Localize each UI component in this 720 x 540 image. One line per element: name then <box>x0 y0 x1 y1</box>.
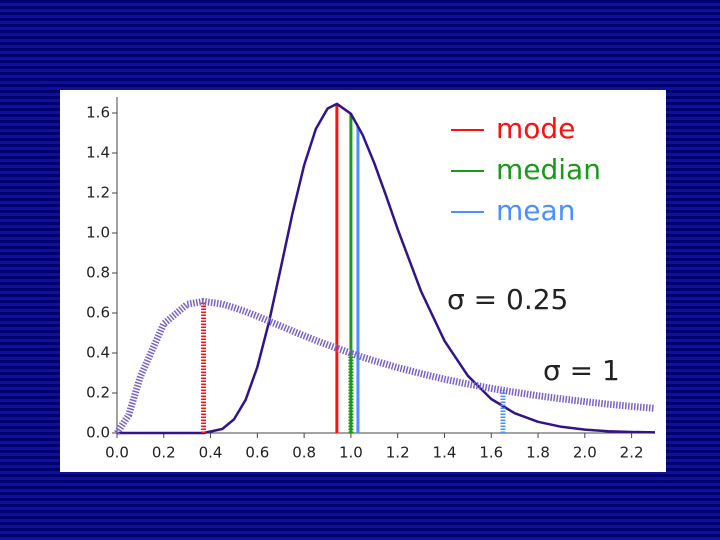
x-tick-label: 0.2 <box>152 444 176 462</box>
x-tick-label: 0.8 <box>292 444 316 462</box>
x-tick-label: 1.8 <box>526 444 550 462</box>
legend-label: mode <box>496 112 575 145</box>
y-tick-label: 0.8 <box>86 264 110 282</box>
x-tick-label: 1.2 <box>386 444 410 462</box>
legend-label: median <box>496 153 601 186</box>
x-tick-label: 0.6 <box>245 444 269 462</box>
y-tick-label: 0.2 <box>86 384 110 402</box>
series-label: σ = 1 <box>543 354 620 387</box>
x-tick-label: 2.0 <box>573 444 597 462</box>
curve <box>114 297 656 435</box>
y-tick-label: 0.4 <box>86 344 110 362</box>
y-tick-label: 1.2 <box>86 184 110 202</box>
y-tick-label: 0.0 <box>86 424 110 442</box>
y-tick-label: 1.4 <box>86 144 110 162</box>
y-tick-label: 1.6 <box>86 104 110 122</box>
y-tick-label: 1.0 <box>86 224 110 242</box>
legend-label: mean <box>496 194 575 227</box>
y-tick-label: 0.6 <box>86 304 110 322</box>
chart-panel <box>60 90 666 472</box>
x-tick-label: 2.2 <box>620 444 644 462</box>
x-tick-label: 1.0 <box>339 444 363 462</box>
x-tick-label: 0.4 <box>199 444 223 462</box>
curve <box>117 102 656 435</box>
x-tick-label: 1.4 <box>433 444 457 462</box>
x-tick-label: 1.6 <box>479 444 503 462</box>
x-tick-label: 0.0 <box>105 444 129 462</box>
series-label: σ = 0.25 <box>447 283 568 316</box>
